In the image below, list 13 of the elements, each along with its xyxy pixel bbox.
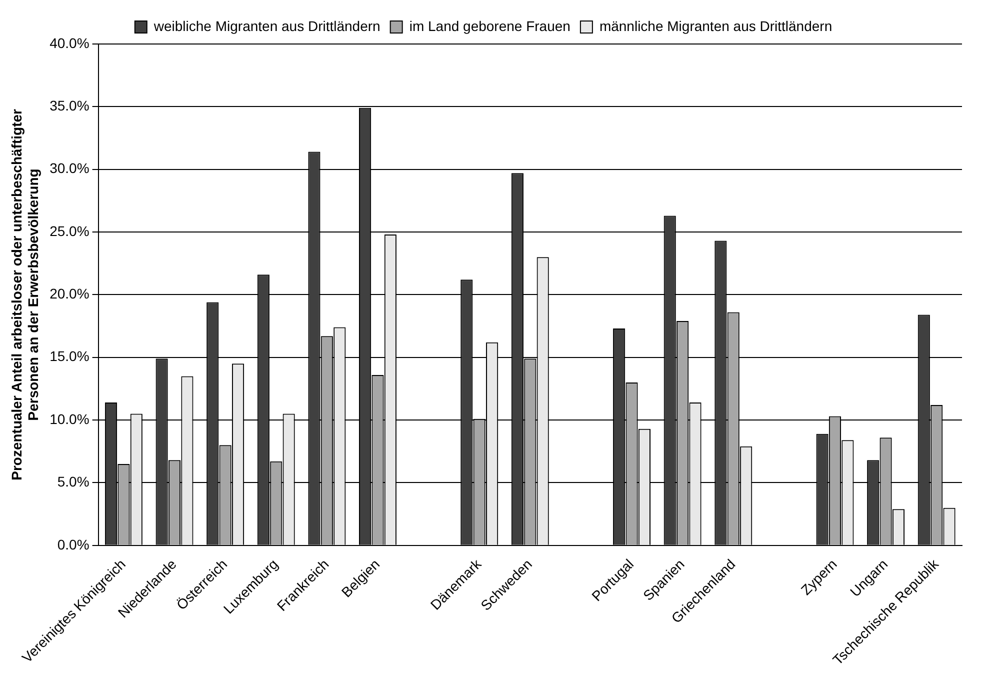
y-tick-label: 20.0%: [50, 286, 90, 302]
y-tick-label: 30.0%: [50, 160, 90, 176]
y-tick-label: 15.0%: [50, 348, 90, 364]
legend-label: männliche Migranten aus Drittländern: [599, 18, 832, 34]
legend-label: im Land geborene Frauen: [409, 18, 570, 34]
y-tick-label: 25.0%: [50, 222, 90, 239]
y-tick-label: 10.0%: [50, 410, 90, 427]
y-tick-label: 35.0%: [50, 98, 90, 114]
y-tick-label: 5.0%: [57, 474, 90, 490]
legend-label: weibliche Migranten aus Drittländern: [152, 18, 380, 34]
y-tick-label: 0.0%: [57, 536, 90, 552]
y-tick-label: 40.0%: [50, 34, 90, 51]
y-axis-title: Prozentualer Anteil arbeitsloser oder unterbeschäftigter Personen an der Erwerbsbevölkerung: [8, 108, 42, 480]
